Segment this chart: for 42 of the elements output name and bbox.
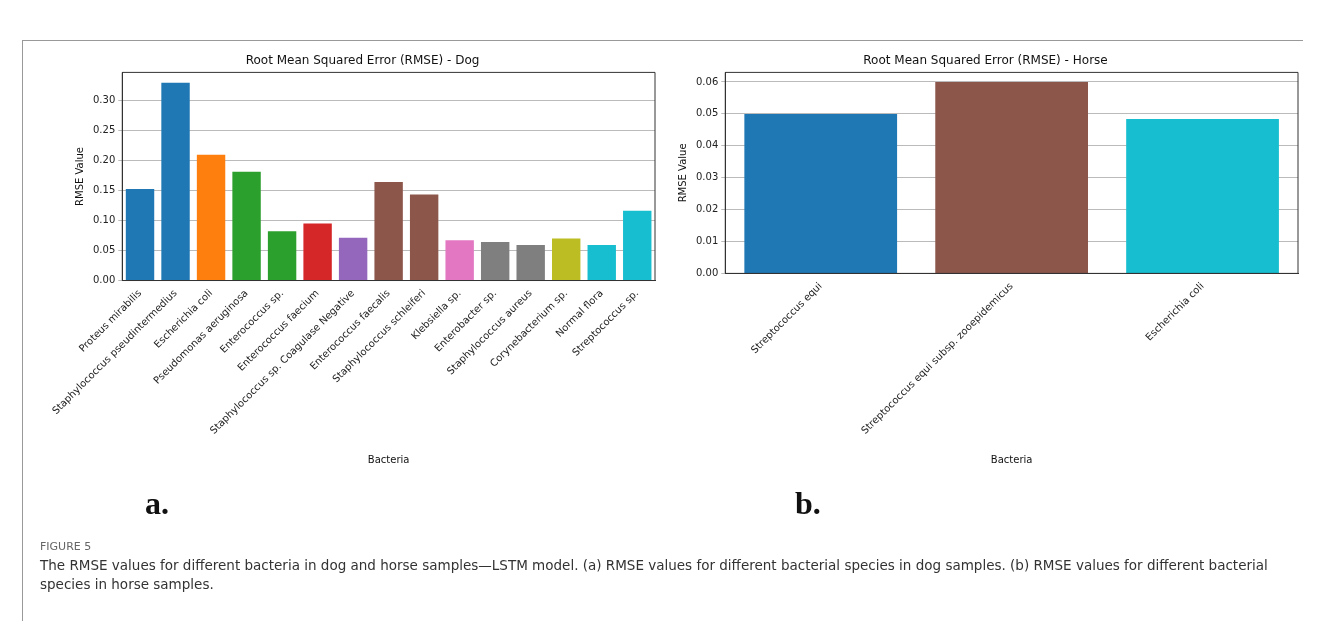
text: The RMSE values for different bacteria in dog and horse samples—LSTM model. (a) RMSE values for different bacterial species in dog samples. (b) RMSE values for different bacterial species in horse samples. <box>40 556 1269 594</box>
y-tick-label: 0.04 <box>696 139 719 151</box>
bar <box>552 238 581 281</box>
y-axis-title: RMSE Value <box>73 147 85 206</box>
bar <box>196 154 226 281</box>
bar <box>587 245 616 281</box>
y-tick-label: 0.06 <box>696 75 719 87</box>
bar <box>303 223 332 281</box>
y-axis-title: RMSE Value <box>676 143 688 203</box>
y-tick-label: 0.03 <box>696 171 719 183</box>
y-tick-label: 0.02 <box>696 203 719 215</box>
y-tick-label: 0.25 <box>93 123 116 135</box>
bar <box>1126 118 1279 273</box>
bar <box>374 181 403 281</box>
bar <box>480 242 510 281</box>
y-tick-label: 0.30 <box>93 93 116 105</box>
bar <box>445 240 474 281</box>
bar <box>338 237 368 281</box>
chart-title: Root Mean Squared Error (RMSE) - Dog <box>245 53 480 68</box>
bar <box>935 81 1088 273</box>
bar <box>744 113 898 273</box>
y-tick-label: 0.05 <box>696 107 719 119</box>
x-axis-title: Bacteria <box>367 453 410 465</box>
y-tick-label: 0.00 <box>696 266 719 278</box>
bar <box>125 189 155 281</box>
y-tick-label: 0.00 <box>93 274 116 286</box>
y-tick-label: 0.05 <box>93 244 116 256</box>
bar <box>267 231 297 281</box>
text: a. <box>145 485 169 522</box>
bar <box>161 82 190 281</box>
bar <box>623 210 652 281</box>
caption: FIGURE 5 <box>40 540 93 553</box>
bar <box>409 194 439 281</box>
x-axis-title: Bacteria <box>990 453 1033 465</box>
chart-title: Root Mean Squared Error (RMSE) - Horse <box>863 53 1108 68</box>
y-tick-label: 0.01 <box>696 235 719 247</box>
text: b. <box>795 485 821 522</box>
bar <box>232 171 261 281</box>
y-tick-label: 0.15 <box>93 183 116 195</box>
y-tick-label: 0.10 <box>93 213 116 225</box>
y-tick-label: 0.20 <box>93 153 116 165</box>
bar <box>516 245 545 281</box>
